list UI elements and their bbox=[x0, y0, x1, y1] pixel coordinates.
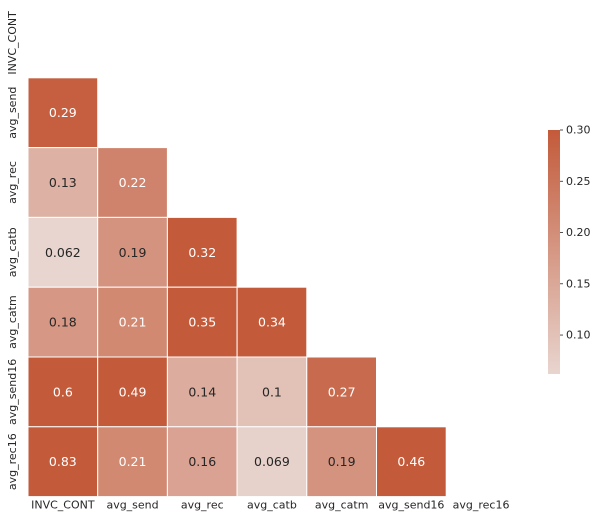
cell-value-label: 0.19 bbox=[328, 454, 356, 469]
cell-value-label: 0.22 bbox=[119, 175, 147, 190]
heatmap-cell bbox=[306, 356, 377, 428]
heatmap-cell bbox=[97, 426, 168, 498]
cell-value-label: 0.069 bbox=[254, 454, 290, 469]
colorbar-tick-label: 0.15 bbox=[566, 277, 591, 290]
cell-value-label: 0.29 bbox=[49, 105, 77, 120]
x-tick-labels: INVC_CONT avg_send avg_rec avg_catb avg_catm… bbox=[31, 499, 509, 512]
heatmap-cell bbox=[27, 216, 99, 288]
colorbar: 0.10 0.15 0.20 0.25 0.30 bbox=[548, 124, 591, 374]
x-tick-label: INVC_CONT bbox=[31, 499, 95, 512]
cell-value-label: 0.19 bbox=[119, 245, 147, 260]
cell-value-label: 0.16 bbox=[188, 454, 216, 469]
cell-value-label: 0.062 bbox=[45, 245, 81, 260]
heatmap-cell bbox=[236, 426, 308, 498]
cell-value-label: 0.21 bbox=[119, 315, 147, 330]
y-tick-label: avg_send bbox=[6, 87, 19, 139]
heatmap-cell bbox=[27, 77, 99, 149]
heatmap-cell bbox=[97, 286, 168, 358]
heatmap-cell bbox=[236, 356, 308, 428]
cell-value-label: 0.27 bbox=[328, 384, 356, 399]
colorbar-gradient bbox=[548, 130, 560, 374]
cell-value-label: 0.21 bbox=[119, 454, 147, 469]
heatmap-cell bbox=[27, 147, 99, 218]
cell-value-label: 0.35 bbox=[188, 315, 216, 330]
y-tick-label: avg_rec bbox=[6, 161, 19, 204]
y-tick-label: avg_rec16 bbox=[6, 433, 19, 490]
heatmap-cell bbox=[166, 426, 238, 498]
cell-value-label: 0.14 bbox=[188, 384, 216, 399]
x-tick-label: avg_rec bbox=[181, 499, 224, 512]
cell-value-label: 0.13 bbox=[49, 175, 77, 190]
heatmap-cell bbox=[376, 426, 447, 498]
colorbar-tick-label: 0.20 bbox=[566, 226, 591, 239]
x-tick-label: avg_rec16 bbox=[453, 499, 510, 512]
cell-value-label: 0.83 bbox=[49, 454, 77, 469]
cell-value-label: 0.1 bbox=[262, 384, 282, 399]
y-tick-labels: INVC_CONT avg_send avg_rec avg_catb avg_catm… bbox=[6, 11, 19, 490]
x-tick-label: avg_send bbox=[106, 499, 158, 512]
cell-value-label: 0.49 bbox=[119, 384, 147, 399]
x-tick-label: avg_send16 bbox=[378, 499, 444, 512]
x-tick-label: avg_catb bbox=[247, 499, 297, 512]
heatmap-cell bbox=[166, 216, 238, 288]
heatmap-cell bbox=[27, 426, 99, 498]
heatmap-cell bbox=[236, 286, 308, 358]
x-tick-label: avg_catm bbox=[315, 499, 369, 512]
cell-value-label: 0.34 bbox=[258, 315, 286, 330]
colorbar-tick-label: 0.25 bbox=[566, 175, 591, 188]
heatmap-cell bbox=[306, 426, 377, 498]
y-tick-label: INVC_CONT bbox=[6, 11, 19, 75]
colorbar-tick-label: 0.30 bbox=[566, 124, 591, 137]
cell-value-label: 0.18 bbox=[49, 315, 77, 330]
cell-value-label: 0.6 bbox=[53, 384, 73, 399]
heatmap-cell bbox=[97, 147, 168, 218]
y-tick-label: avg_catm bbox=[6, 295, 19, 349]
y-tick-label: avg_catb bbox=[6, 227, 19, 277]
heatmap-cells: 0.29 0.13 0.22 0.062 0.19 0.32 0.18 0.21 0.35 0.3… bbox=[27, 77, 447, 498]
cell-value-label: 0.32 bbox=[188, 245, 216, 260]
cell-value-label: 0.46 bbox=[397, 454, 425, 469]
heatmap-cell bbox=[97, 356, 168, 428]
y-tick-label: avg_send16 bbox=[6, 359, 19, 425]
colorbar-tick-label: 0.10 bbox=[566, 329, 591, 342]
